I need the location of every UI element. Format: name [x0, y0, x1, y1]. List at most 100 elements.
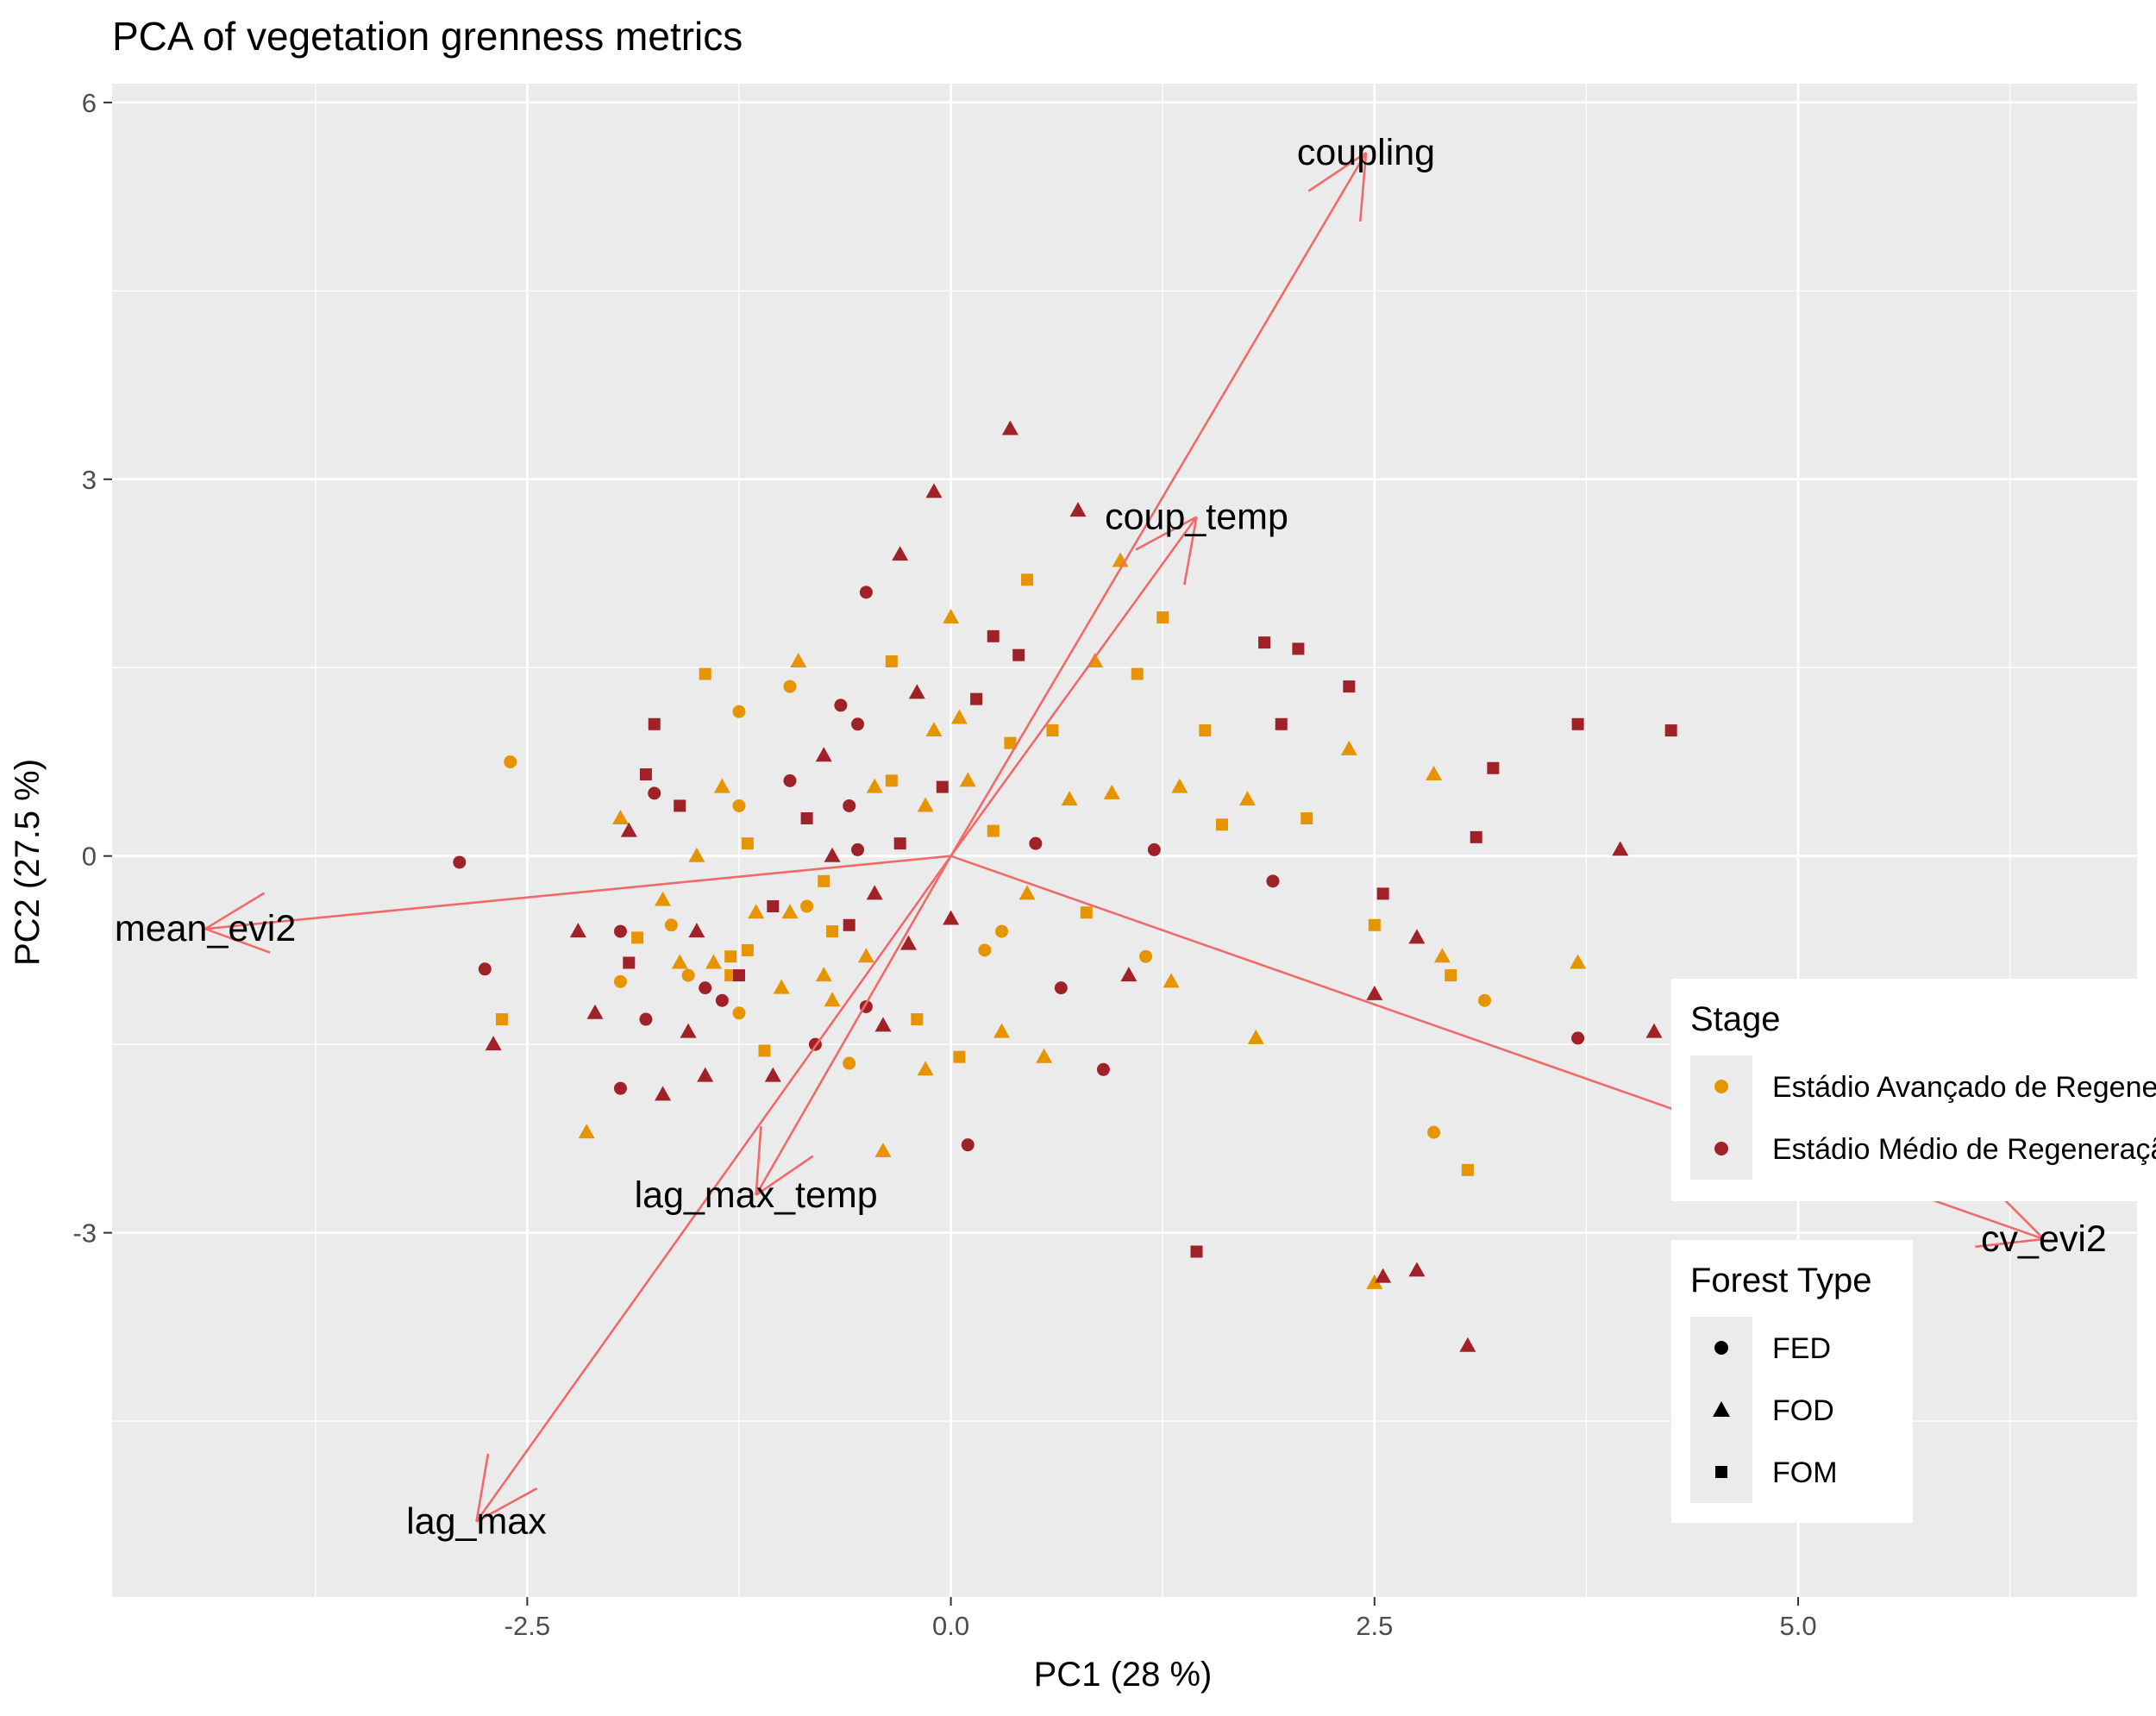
data-point-fed — [504, 755, 517, 768]
grid-major — [112, 84, 2137, 1597]
data-point-fod — [959, 772, 976, 787]
data-point-fom — [885, 654, 898, 667]
data-point-fed — [732, 1006, 746, 1020]
x-axis-ticks: -2.5 0.0 2.5 5.0 — [505, 1597, 1817, 1641]
data-point-fod — [874, 1017, 892, 1032]
x-axis-title: PC1 (28 %) — [1034, 1656, 1213, 1694]
data-point-fom — [1487, 761, 1500, 774]
data-point-fed — [453, 855, 467, 869]
data-point-fom — [1571, 717, 1584, 730]
data-point-fom — [970, 692, 983, 705]
data-point-fod — [485, 1036, 502, 1051]
data-point-fod — [1366, 985, 1383, 1000]
data-point-fom — [800, 812, 813, 825]
y-tick-label: 3 — [82, 465, 97, 495]
data-point-fed — [783, 773, 797, 787]
data-point-fom — [1292, 642, 1305, 655]
data-point-fod — [611, 810, 629, 825]
legend-label-medio: Estádio Médio de Regeneração — [1772, 1133, 2156, 1166]
y-tick-label: 6 — [82, 88, 97, 118]
data-point-fed — [664, 918, 678, 932]
data-point-fod — [697, 1067, 714, 1082]
legend-shape-square — [1715, 1466, 1727, 1478]
loading-label-mean_evi2: mean_evi2 — [115, 908, 296, 949]
data-point-fed — [648, 786, 661, 800]
data-point-fom — [1215, 818, 1228, 831]
data-point-fod — [773, 979, 790, 994]
data-point-fod — [713, 778, 730, 793]
data-point-fed — [995, 924, 1009, 938]
data-point-fod — [781, 904, 799, 919]
legend-dot-medio — [1714, 1142, 1728, 1155]
data-point-fod — [943, 910, 960, 925]
legend-label-avancado: Estádio Avançado de Regeneração — [1772, 1071, 2156, 1104]
data-point-fod — [950, 709, 968, 724]
data-point-fom — [758, 1044, 771, 1057]
data-point-fed — [478, 962, 492, 976]
data-point-fed — [1029, 836, 1043, 850]
data-point-fed — [613, 924, 627, 938]
data-point-fod — [1612, 841, 1629, 856]
data-point-fod — [1375, 1268, 1392, 1283]
loading-arrow-lag_max_temp — [755, 855, 952, 1197]
loading-label-cv_evi2: cv_evi2 — [1981, 1218, 2107, 1260]
data-point-fom — [1021, 573, 1034, 586]
data-point-fod — [815, 747, 832, 762]
data-point-fod — [857, 948, 874, 963]
data-point-fom — [767, 899, 780, 912]
data-point-fed — [961, 1138, 975, 1152]
data-point-fom — [724, 950, 737, 963]
legend-forest-title: Forest Type — [1690, 1262, 1871, 1300]
data-point-fod — [578, 1124, 595, 1139]
data-point-fom — [699, 667, 711, 680]
data-point-fod — [908, 684, 925, 699]
data-point-fed — [1478, 993, 1492, 1007]
data-point-fom — [1131, 667, 1144, 680]
data-point-fed — [851, 717, 865, 731]
data-point-fed — [1147, 842, 1161, 856]
data-point-fod — [1103, 784, 1120, 799]
data-point-fed — [1266, 874, 1280, 888]
data-point-fod — [1340, 740, 1357, 755]
data-point-fom — [1156, 611, 1169, 623]
data-point-fom — [953, 1050, 966, 1063]
loading-label-coupling: coupling — [1297, 132, 1435, 173]
data-point-fed — [978, 943, 992, 957]
data-point-fed — [1571, 1031, 1585, 1045]
loading-arrow-coup_temp — [950, 516, 1198, 857]
data-point-fom — [826, 925, 839, 938]
legend-stage-title: Stage — [1690, 1000, 1781, 1038]
data-point-fed — [1139, 949, 1153, 963]
data-point-fed — [1096, 1062, 1110, 1076]
data-point-fod — [1018, 885, 1036, 900]
data-point-fom — [1012, 648, 1025, 661]
legend-forest-type: Forest Type FED FOD FOM — [1671, 1240, 1913, 1523]
data-point-fod — [688, 923, 705, 938]
data-point-fod — [569, 923, 586, 938]
data-point-fod — [899, 935, 917, 950]
x-tick-label: -2.5 — [505, 1611, 550, 1641]
data-point-fed — [732, 705, 746, 718]
data-point-fod — [993, 1023, 1011, 1038]
data-point-fom — [623, 956, 636, 969]
loading-label-lag_max_temp: lag_max_temp — [635, 1174, 878, 1216]
data-point-fod — [874, 1142, 892, 1157]
data-point-fom — [987, 824, 1000, 837]
data-point-fod — [1247, 1029, 1264, 1044]
data-point-fed — [843, 1056, 856, 1070]
data-point-fed — [639, 1012, 653, 1026]
loading-label-lag_max: lag_max — [406, 1501, 547, 1543]
data-point-fom — [631, 931, 644, 944]
x-tick-label: 5.0 — [1779, 1611, 1816, 1641]
data-point-fed — [851, 842, 865, 856]
data-point-fod — [586, 1004, 604, 1019]
data-point-fom — [1368, 918, 1381, 931]
loading-arrow-coupling — [950, 152, 1368, 857]
legend-shape-triangle — [1713, 1401, 1730, 1417]
data-point-fom — [639, 768, 652, 781]
data-point-fed — [613, 974, 627, 988]
data-point-fod — [1366, 1274, 1383, 1289]
data-point-fod — [1408, 1262, 1426, 1277]
data-point-fed — [1054, 981, 1068, 995]
loading-arrow-mean_evi2 — [204, 855, 951, 954]
